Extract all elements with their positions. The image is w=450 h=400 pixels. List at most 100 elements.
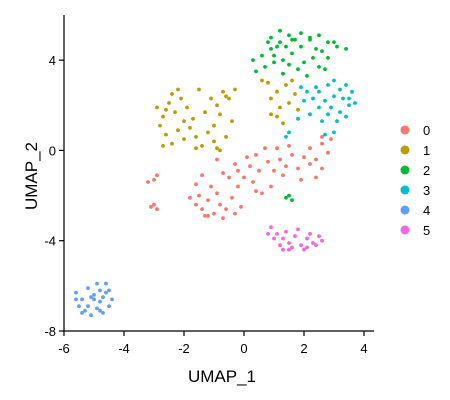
point-cluster-5 (281, 247, 285, 252)
point-cluster-3 (299, 85, 303, 90)
point-cluster-1 (281, 121, 285, 126)
point-cluster-2 (335, 44, 339, 49)
point-cluster-1 (266, 80, 270, 85)
point-cluster-0 (248, 164, 252, 169)
point-cluster-1 (275, 89, 279, 94)
points-layer (74, 28, 357, 318)
point-cluster-3 (332, 130, 336, 135)
x-axis-title: UMAP_1 (188, 367, 256, 386)
point-cluster-0 (254, 153, 258, 157)
x-tick-label: 4 (360, 341, 367, 356)
point-cluster-2 (290, 51, 294, 56)
legend-key-1 (400, 145, 410, 155)
point-cluster-2 (272, 53, 276, 58)
point-cluster-1 (194, 135, 198, 139)
point-cluster-0 (314, 157, 318, 162)
point-cluster-0 (218, 202, 222, 207)
point-cluster-1 (209, 96, 213, 101)
point-cluster-1 (296, 107, 300, 112)
point-cluster-1 (179, 96, 183, 101)
point-cluster-2 (278, 40, 282, 44)
point-cluster-3 (335, 119, 339, 123)
point-cluster-1 (164, 132, 168, 137)
point-cluster-3 (323, 132, 327, 137)
point-cluster-0 (296, 166, 300, 171)
point-cluster-0 (146, 180, 150, 184)
point-cluster-2 (290, 37, 294, 42)
point-cluster-2 (302, 60, 306, 65)
point-cluster-0 (290, 153, 294, 157)
point-cluster-2 (266, 40, 270, 44)
point-cluster-2 (287, 62, 291, 67)
point-cluster-2 (269, 47, 273, 51)
point-cluster-0 (227, 175, 231, 180)
point-cluster-3 (344, 114, 348, 119)
x-tick-label: -2 (178, 341, 190, 356)
legend-label-5: 5 (423, 223, 430, 238)
point-cluster-5 (296, 227, 300, 232)
point-cluster-2 (299, 31, 303, 35)
point-cluster-4 (86, 286, 90, 290)
point-cluster-3 (305, 89, 309, 94)
point-cluster-2 (281, 71, 285, 76)
point-cluster-4 (80, 311, 84, 315)
point-cluster-5 (278, 243, 282, 248)
point-cluster-3 (329, 105, 333, 110)
point-cluster-4 (77, 304, 81, 309)
point-cluster-0 (269, 184, 273, 189)
series-4 (74, 281, 114, 318)
point-cluster-5 (272, 236, 276, 241)
point-cluster-0 (206, 198, 210, 203)
point-cluster-3 (308, 112, 312, 117)
point-cluster-0 (278, 157, 282, 162)
point-cluster-2 (296, 67, 300, 72)
point-cluster-0 (224, 207, 228, 212)
point-cluster-1 (188, 126, 192, 130)
point-cluster-1 (218, 112, 222, 117)
point-cluster-2 (293, 37, 297, 42)
point-cluster-0 (263, 146, 267, 151)
point-cluster-0 (233, 211, 237, 216)
point-cluster-1 (278, 105, 282, 110)
point-cluster-0 (155, 173, 159, 178)
point-cluster-4 (101, 295, 105, 299)
point-cluster-3 (284, 135, 288, 139)
point-cluster-0 (215, 191, 219, 196)
point-cluster-0 (320, 135, 324, 139)
point-cluster-1 (284, 83, 288, 87)
point-cluster-3 (332, 94, 336, 99)
point-cluster-4 (74, 290, 78, 295)
point-cluster-2 (332, 40, 336, 44)
point-cluster-1 (176, 128, 180, 133)
point-cluster-0 (149, 205, 153, 209)
point-cluster-0 (320, 166, 324, 171)
point-cluster-0 (326, 150, 330, 155)
point-cluster-0 (200, 173, 204, 178)
legend-label-3: 3 (423, 183, 430, 198)
point-cluster-0 (194, 202, 198, 207)
point-cluster-2 (254, 69, 258, 74)
legend-key-2 (400, 165, 410, 175)
point-cluster-1 (260, 78, 264, 83)
point-cluster-4 (95, 306, 99, 311)
point-cluster-4 (95, 281, 99, 286)
point-cluster-1 (224, 135, 228, 139)
point-cluster-1 (203, 110, 207, 114)
point-cluster-0 (266, 159, 270, 164)
y-tick-label: 0 (49, 143, 56, 158)
y-tick-label: -4 (44, 234, 56, 249)
point-cluster-1 (212, 123, 216, 128)
legend-label-0: 0 (423, 123, 430, 138)
point-cluster-0 (302, 155, 306, 160)
point-cluster-3 (314, 85, 318, 90)
point-cluster-0 (236, 168, 240, 173)
point-cluster-1 (290, 78, 294, 83)
point-cluster-4 (83, 308, 87, 313)
ticks-layer: -6 -4 -2 0 2 4 -8 -4 0 4 (44, 53, 367, 356)
point-cluster-0 (155, 207, 159, 212)
point-cluster-0 (257, 168, 261, 173)
y-axis-title: UMAP_2 (22, 142, 41, 210)
point-cluster-2 (317, 33, 321, 38)
point-cluster-5 (305, 245, 309, 250)
point-cluster-0 (254, 189, 258, 194)
